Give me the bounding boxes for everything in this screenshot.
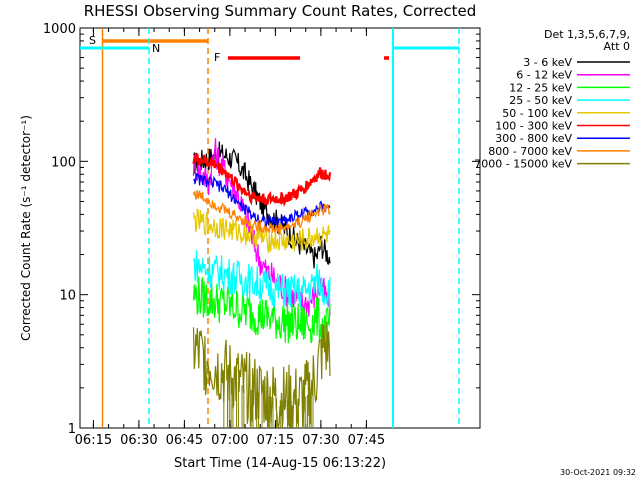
legend-label-0: 3 - 6 keV	[523, 56, 572, 69]
legend-header-line-1: Det 1,3,5,6,7,9,	[544, 28, 630, 41]
legend-label-5: 100 - 300 keV	[495, 120, 572, 133]
series-line-7	[192, 190, 331, 235]
y-tick-label: 1	[68, 422, 76, 437]
legend-label-2: 12 - 25 keV	[509, 81, 572, 94]
plot-layer: 1 10 100 1000 06:15 06:30 06:45 07:00 07:15 07:30…	[43, 22, 630, 448]
y-tick-label: 1000	[43, 22, 76, 37]
x-axis-label: Start Time (14-Aug-15 06:13:22)	[174, 456, 386, 471]
y-tick-label: 10	[59, 289, 76, 304]
legend-label-8: 7000 - 15000 keV	[474, 158, 572, 171]
series-line-1	[192, 138, 331, 317]
footer-timestamp: 30-Oct-2021 09:32	[560, 468, 636, 477]
legend-label-7: 800 - 7000 keV	[488, 145, 572, 158]
legend-label-6: 300 - 800 keV	[495, 132, 572, 145]
flare-label: F	[214, 51, 220, 64]
legend-header-line-2: Att 0	[604, 40, 630, 53]
series-line-5	[192, 152, 332, 208]
x-tick-label: 07:30	[302, 433, 339, 448]
legend-label-3: 25 - 50 keV	[509, 94, 572, 107]
chart-title: RHESSI Observing Summary Count Rates, Co…	[84, 2, 477, 20]
night-label: N	[152, 42, 160, 55]
x-tick-label: 07:45	[348, 433, 385, 448]
x-tick-label: 07:15	[257, 433, 294, 448]
x-tick-label: 06:30	[120, 433, 157, 448]
saa-label: S	[89, 34, 96, 47]
x-tick-label: 06:15	[75, 433, 112, 448]
series-line-6	[193, 173, 331, 228]
legend-label-4: 50 - 100 keV	[502, 107, 572, 120]
x-tick-label: 07:00	[211, 433, 248, 448]
y-axis-label: Corrected Count Rate (s⁻¹ detector⁻¹)	[19, 115, 33, 341]
x-tick-label: 06:45	[166, 433, 203, 448]
series-line-4	[192, 208, 331, 254]
legend-label-1: 6 - 12 keV	[516, 69, 572, 82]
series-line-3	[192, 250, 331, 308]
y-tick-label: 100	[51, 155, 76, 170]
series-line-2	[192, 276, 331, 347]
